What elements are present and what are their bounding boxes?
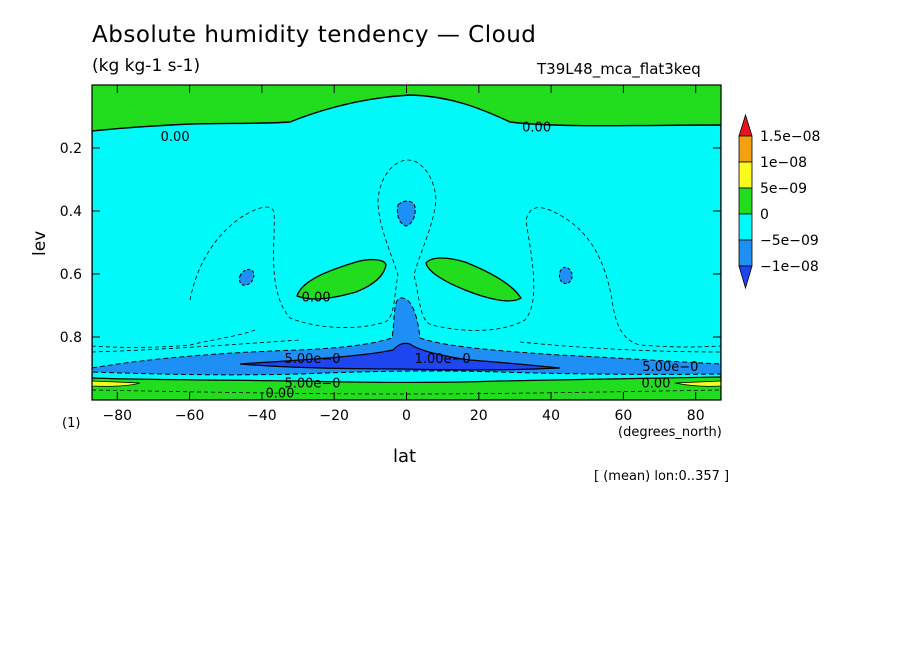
y-tick-label: 0.6 [60, 267, 82, 283]
x-tick-label: 20 [470, 408, 488, 424]
x-tick-label: 40 [542, 408, 560, 424]
colorbar-label: −5e−09 [760, 233, 819, 249]
contour-label: 5.00e−0 [284, 352, 340, 367]
x-tick-label: −80 [103, 408, 133, 424]
y-tick-label: 0.8 [60, 330, 82, 346]
fill-blue-patch-left [238, 268, 255, 286]
contour-label: 0.00 [522, 121, 551, 136]
colorbar-segment [738, 161, 753, 189]
contour-label: 0.00 [161, 130, 190, 145]
fill-cyan-main [92, 94, 721, 400]
scale-factor: (1) [62, 416, 81, 431]
x-axis-label: lat [393, 446, 417, 467]
x-axis: −80 −60 −40 −20 0 20 40 60 80 [103, 85, 705, 424]
colorbar-label: −1e−08 [760, 259, 819, 275]
contour-label: 5.00e−0 [284, 376, 340, 391]
contour-label: 0.00 [641, 376, 670, 391]
colorbar-segment [738, 239, 753, 267]
x-tick-label: 80 [687, 408, 705, 424]
contour-labels: 0.000.000.005.00e−0 1.00e−05.00e−05.00e−0… [161, 121, 699, 402]
fill-blue-patch-right [558, 266, 573, 284]
colorbar: 1.5e−08 1e−08 5e−09 0 −5e−09 −1e−08 [738, 113, 820, 290]
colorbar-bottom-arrow [738, 265, 753, 290]
colorbar-label: 1.5e−08 [760, 129, 820, 145]
averaging-note: [ (mean) lon:0..357 ] [594, 469, 730, 484]
colorbar-label: 5e−09 [760, 181, 807, 197]
x-axis-unit: (degrees_north) [618, 425, 722, 440]
contour-label: 5.00e−0 [642, 360, 698, 375]
fill-green-island-left [296, 258, 387, 300]
x-tick-label: −60 [175, 408, 205, 424]
chart-title: Absolute humidity tendency — Cloud [92, 22, 537, 48]
fill-blue-band [92, 297, 721, 376]
colorbar-top-arrow [738, 113, 753, 137]
experiment-label: T39L48_mca_flat3keq [537, 60, 701, 78]
x-tick-label: 0 [402, 408, 411, 424]
dashed-contours [92, 159, 721, 395]
y-axis: 0.2 0.4 0.6 0.8 [60, 141, 721, 346]
chart-units: (kg kg-1 s-1) [92, 56, 201, 76]
contour-label: 0.00 [302, 291, 331, 306]
colorbar-segment [738, 213, 753, 241]
colorbar-segment [738, 135, 753, 163]
colorbar-label: 0 [760, 207, 769, 223]
contour-label: 0.00 [266, 387, 295, 402]
colorbar-segment [738, 187, 753, 215]
fill-blue-patch-center [396, 200, 416, 227]
contour-label: 1.00e−0 [415, 352, 471, 367]
fill-darkblue-core [239, 342, 561, 371]
y-tick-label: 0.2 [60, 141, 82, 157]
x-tick-label: 60 [614, 408, 632, 424]
colorbar-label: 1e−08 [760, 155, 807, 171]
fill-green-island-right [425, 257, 522, 302]
x-tick-label: −20 [319, 408, 349, 424]
x-tick-label: −40 [247, 408, 277, 424]
fill-green-bottom [92, 376, 721, 400]
y-tick-label: 0.4 [60, 204, 82, 220]
